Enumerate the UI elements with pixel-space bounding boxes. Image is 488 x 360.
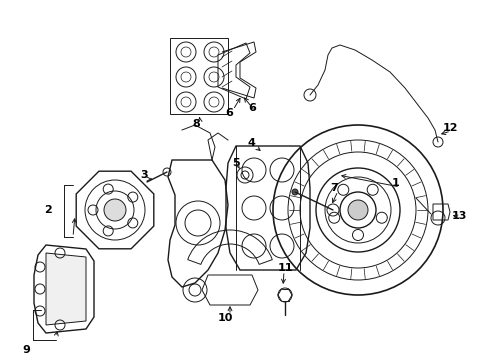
Polygon shape — [46, 253, 86, 325]
Text: 13: 13 — [451, 211, 467, 221]
Text: 12: 12 — [442, 123, 458, 133]
Text: 10: 10 — [218, 313, 233, 323]
Text: 6: 6 — [247, 103, 255, 113]
Text: 3: 3 — [140, 170, 147, 180]
Text: 1: 1 — [391, 178, 399, 188]
Text: 4: 4 — [247, 138, 255, 148]
Text: 9: 9 — [22, 345, 30, 355]
Circle shape — [291, 189, 297, 195]
Text: 7: 7 — [329, 183, 337, 193]
Text: 2: 2 — [44, 205, 52, 215]
Text: 8: 8 — [192, 119, 199, 129]
Circle shape — [347, 200, 367, 220]
Text: 6: 6 — [224, 108, 232, 118]
Text: 11: 11 — [278, 263, 293, 273]
Bar — [170, 38, 227, 114]
Text: 5: 5 — [231, 158, 239, 168]
Circle shape — [104, 199, 126, 221]
